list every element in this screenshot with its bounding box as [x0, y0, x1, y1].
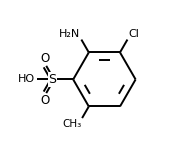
Text: HO: HO [17, 74, 35, 84]
Text: O: O [40, 52, 50, 65]
Text: Cl: Cl [128, 29, 139, 39]
Text: H₂N: H₂N [59, 29, 81, 39]
Text: CH₃: CH₃ [62, 118, 81, 129]
Text: O: O [40, 93, 50, 106]
Text: S: S [48, 73, 56, 86]
